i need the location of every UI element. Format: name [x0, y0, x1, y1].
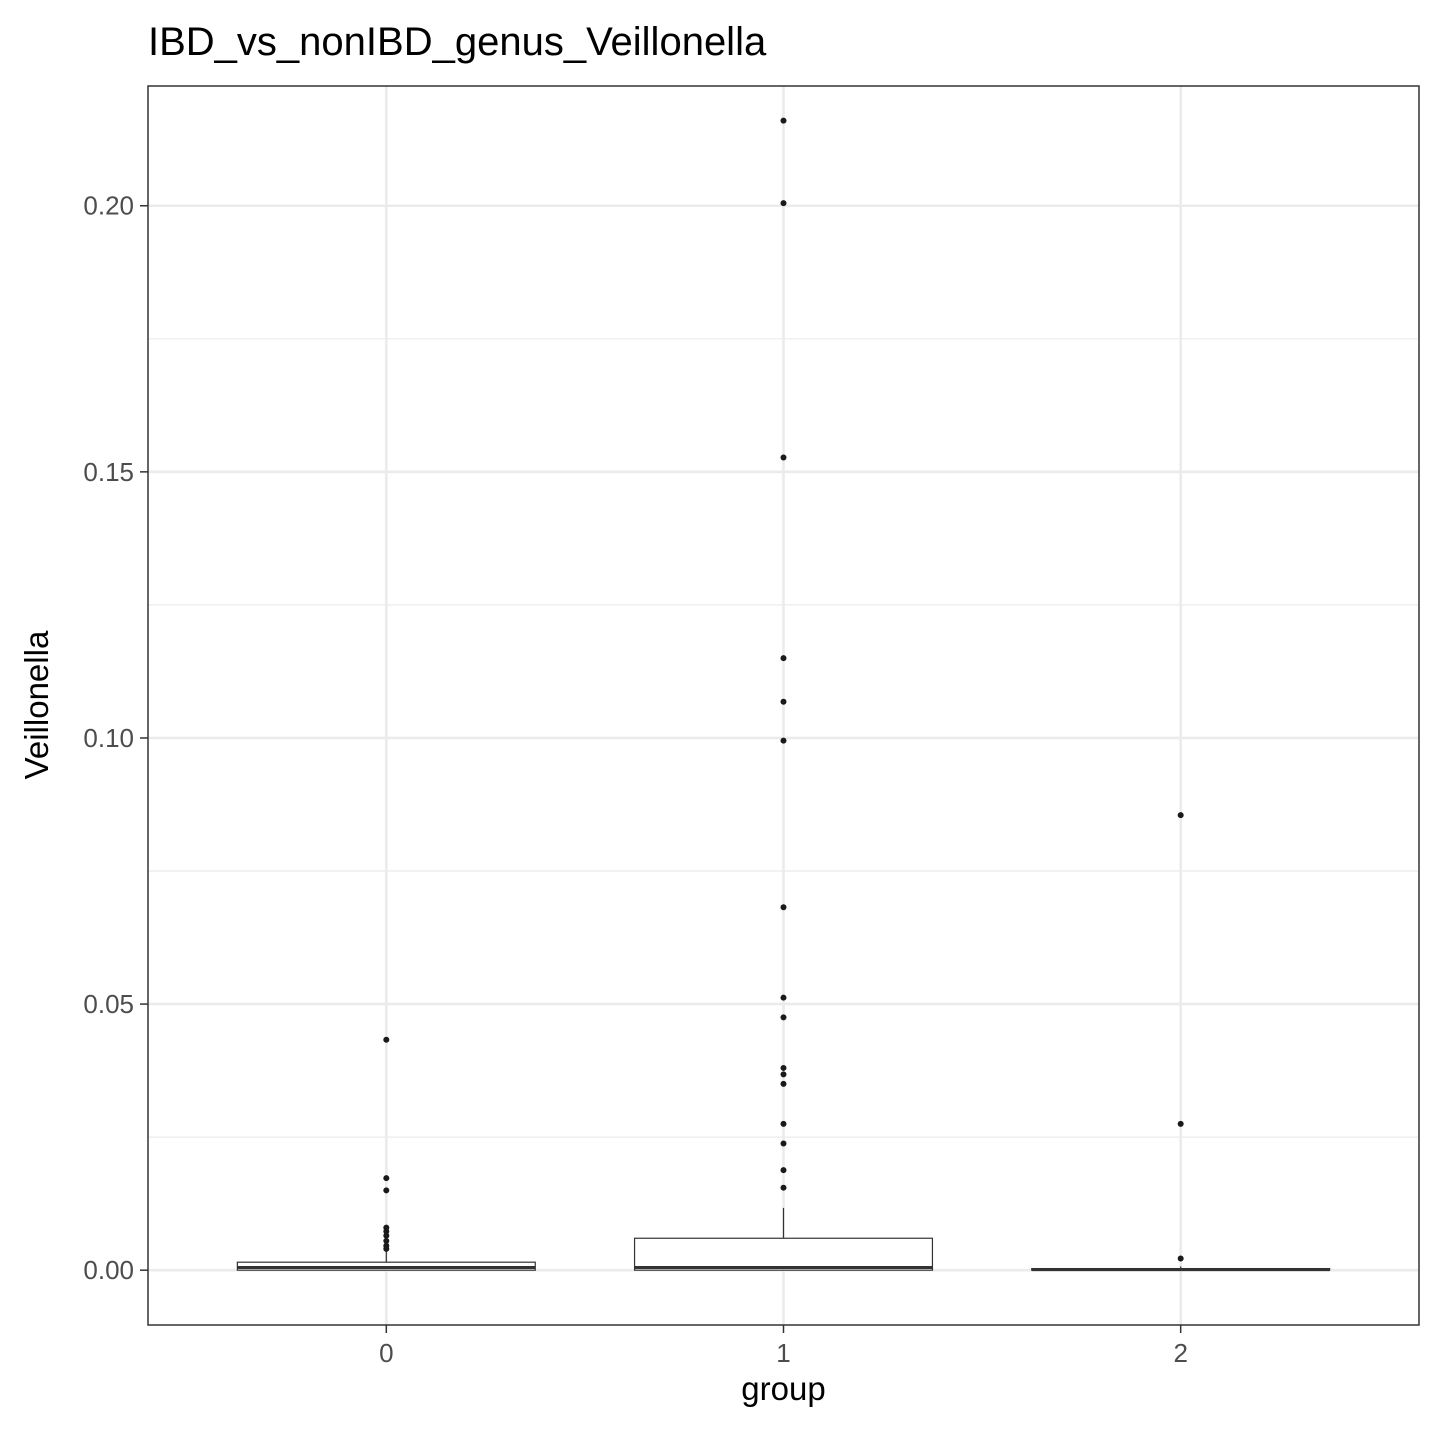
x-axis-title: group — [741, 1370, 825, 1407]
y-tick-label: 0.15 — [83, 457, 134, 487]
outlier-point — [1177, 1120, 1184, 1127]
outlier-point — [383, 1036, 390, 1043]
x-tick-label: 0 — [379, 1338, 393, 1368]
outlier-point — [780, 1014, 787, 1021]
outlier-point — [1177, 1255, 1184, 1262]
outlier-point — [780, 1071, 787, 1078]
outlier-point — [780, 1140, 787, 1147]
outlier-point — [383, 1237, 390, 1244]
box-group-0 — [236, 1036, 536, 1271]
outlier-point — [780, 454, 787, 461]
box-iqr — [633, 1237, 934, 1271]
outlier-point — [383, 1245, 390, 1252]
outlier-point — [780, 655, 787, 662]
box-group-1 — [633, 117, 934, 1271]
x-tick-label: 2 — [1173, 1338, 1187, 1368]
chart-title: IBD_vs_nonIBD_genus_Veillonella — [148, 20, 767, 64]
outlier-point — [780, 200, 787, 207]
outlier-point — [780, 904, 787, 911]
outlier-point — [780, 1120, 787, 1127]
outlier-point — [780, 698, 787, 705]
y-tick-label: 0.00 — [83, 1255, 134, 1285]
outlier-point — [383, 1228, 390, 1235]
outlier-point — [780, 737, 787, 744]
boxes-layer — [236, 117, 1331, 1272]
outlier-point — [780, 1080, 787, 1087]
x-axis: 0 1 2 — [379, 1325, 1188, 1368]
y-tick-label: 0.05 — [83, 989, 134, 1019]
y-tick-label: 0.10 — [83, 723, 134, 753]
outlier-point — [780, 1064, 787, 1071]
outlier-point — [383, 1187, 390, 1194]
plot-panel — [147, 85, 1420, 1326]
outlier-point — [780, 117, 787, 124]
y-tick-label: 0.20 — [83, 191, 134, 221]
y-axis: 0.00 0.05 0.10 0.15 0.20 — [83, 191, 148, 1285]
outlier-point — [780, 1184, 787, 1191]
y-axis-title: Veillonella — [18, 630, 55, 779]
outlier-point — [780, 994, 787, 1001]
x-tick-label: 1 — [776, 1338, 790, 1368]
box-group-2 — [1031, 812, 1331, 1272]
outlier-point — [780, 1167, 787, 1174]
outlier-point — [383, 1232, 390, 1239]
outlier-point — [1177, 812, 1184, 819]
outlier-point — [383, 1175, 390, 1182]
